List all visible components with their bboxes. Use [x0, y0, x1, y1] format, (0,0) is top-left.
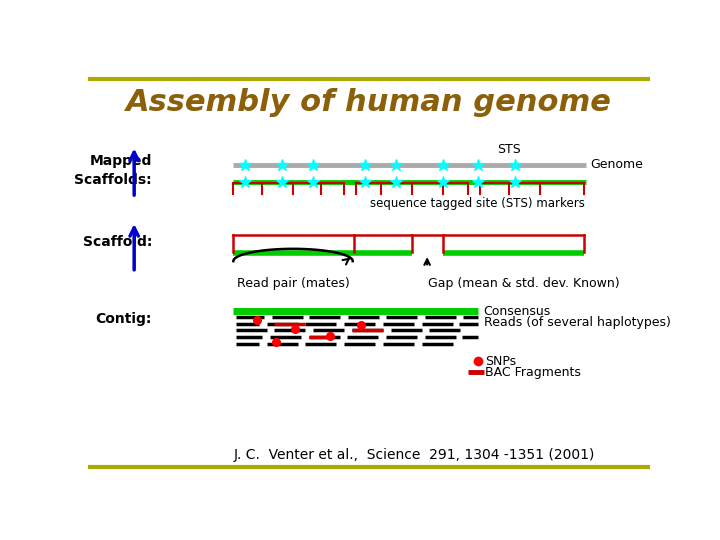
Text: Mapped
Scaffolds:: Mapped Scaffolds:	[74, 153, 152, 187]
Text: Gap (mean & std. dev. Known): Gap (mean & std. dev. Known)	[428, 276, 620, 289]
Text: STS: STS	[497, 143, 521, 156]
Text: Scaffold:: Scaffold:	[83, 235, 152, 249]
Text: SNPs: SNPs	[485, 355, 516, 368]
Text: BAC Fragments: BAC Fragments	[485, 366, 581, 379]
Text: Genome: Genome	[590, 158, 643, 171]
Text: Contig:: Contig:	[96, 312, 152, 326]
Text: Read pair (mates): Read pair (mates)	[237, 276, 349, 289]
Text: J. C.  Venter et al.,  Science  291, 1304 -1351 (2001): J. C. Venter et al., Science 291, 1304 -…	[233, 448, 595, 462]
Text: Consensus: Consensus	[484, 305, 551, 318]
Text: Assembly of human genome: Assembly of human genome	[126, 88, 612, 117]
Text: sequence tagged site (STS) markers: sequence tagged site (STS) markers	[369, 197, 585, 210]
Text: Reads (of several haplotypes): Reads (of several haplotypes)	[484, 316, 670, 329]
